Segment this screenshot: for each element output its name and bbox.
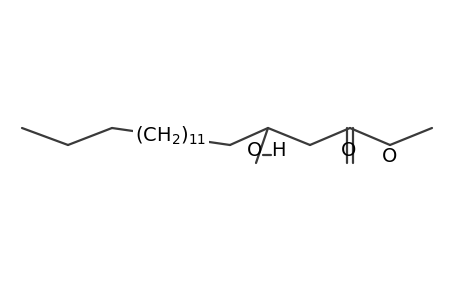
Text: O: O bbox=[381, 147, 397, 166]
Text: (CH$_2$)$_{11}$: (CH$_2$)$_{11}$ bbox=[135, 125, 206, 147]
Text: O: O bbox=[341, 141, 356, 160]
Text: O: O bbox=[247, 141, 262, 160]
Text: H: H bbox=[270, 141, 285, 160]
